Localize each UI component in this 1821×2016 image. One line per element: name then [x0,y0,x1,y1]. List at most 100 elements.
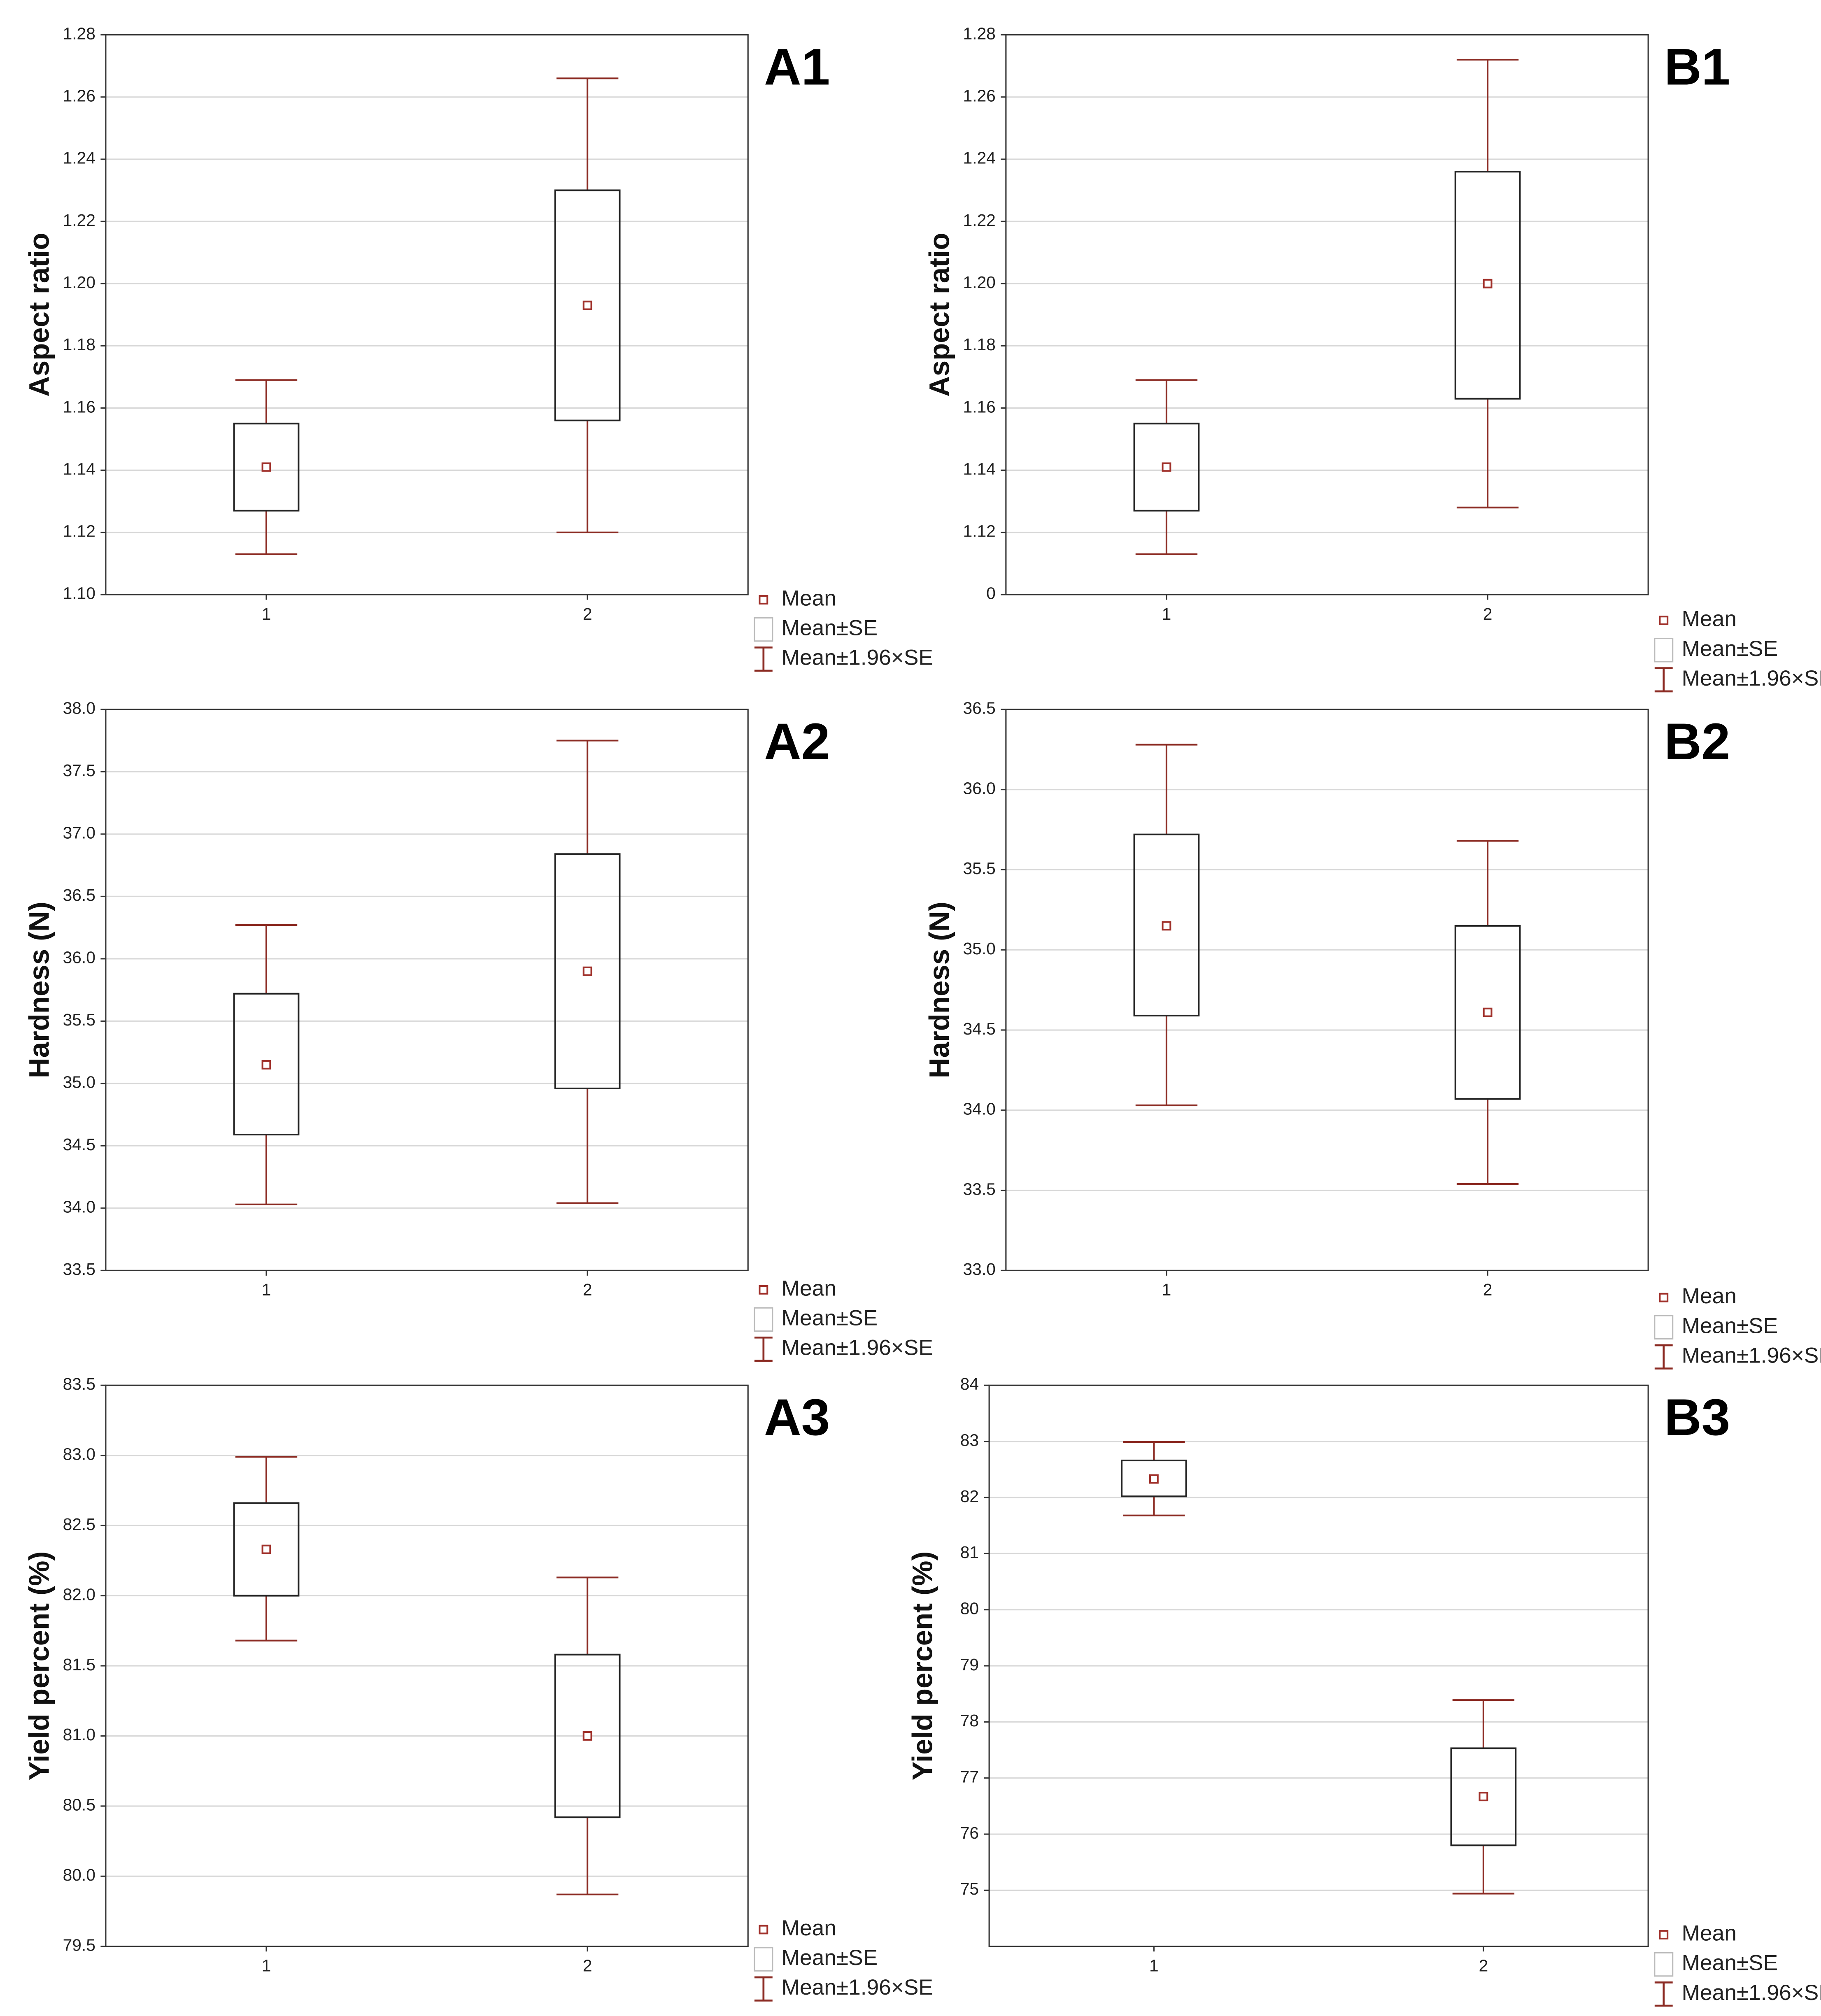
y-tick-label: 76 [960,1823,979,1842]
mean-marker [1483,1007,1493,1017]
y-tick-label: 1.14 [963,459,996,478]
y-tick-label: 1.18 [963,335,996,354]
mean-marker [261,462,271,472]
legend-label: Mean±SE [782,616,878,640]
y-tick-label: 36.5 [963,699,996,718]
x-tick-label: 1 [1149,1956,1159,1975]
x-tick-label: 1 [1162,1280,1171,1299]
x-tick-label: 2 [1483,1280,1493,1299]
y-tick-label: 1.20 [963,273,996,292]
legend-label: Mean [782,1276,836,1300]
y-tick-label: 1.10 [63,584,95,603]
panel-label: A2 [764,713,830,770]
y-tick-label: 77 [960,1767,979,1786]
mean-marker [1162,462,1171,472]
x-tick-label: 2 [583,1280,592,1299]
y-tick-label: 83.5 [63,1374,95,1393]
legend-box-symbol [754,1307,773,1332]
se-box [1133,423,1200,512]
mean-marker [1149,1474,1159,1484]
legend-label: Mean [782,1916,836,1940]
y-tick-label: 1.26 [963,86,996,105]
se-box [233,1502,300,1597]
legend-mean-symbol [1659,616,1669,625]
y-tick-label: 1.16 [963,397,996,416]
y-tick-label: 81.0 [63,1725,95,1744]
y-tick-label: 0 [986,584,996,603]
y-tick-label: 1.18 [63,335,95,354]
y-tick-label: 75 [960,1879,979,1898]
y-tick-label: 37.0 [63,823,95,842]
y-tick-label: 38.0 [63,699,95,718]
panel-label: A3 [764,1388,830,1446]
legend-label: Mean [1682,1921,1737,1946]
y-tick-label: 84 [960,1374,979,1393]
y-tick-label: 80 [960,1599,979,1618]
legend-label: Mean±1.96×SE [1682,666,1821,691]
y-tick-label: 1.22 [963,211,996,230]
y-tick-label: 1.24 [963,149,996,167]
y-tick-label: 1.16 [63,397,95,416]
y-axis-label: Aspect ratio [23,233,55,397]
x-tick-label: 2 [1479,1956,1488,1975]
legend-box-symbol [1654,1315,1674,1340]
legend-box-symbol [754,617,773,642]
y-tick-label: 82.0 [63,1585,95,1604]
x-tick-label: 1 [262,1280,271,1299]
y-tick-label: 1.14 [63,459,95,478]
mean-marker [582,966,592,976]
plot-frame [1005,709,1649,1271]
y-axis-label: Hardness (N) [923,902,955,1078]
y-tick-label: 34.0 [963,1100,996,1118]
y-tick-label: 36.5 [63,886,95,905]
y-tick-label: 37.5 [63,761,95,780]
plot-frame [1005,34,1649,595]
y-axis-label: Hardness (N) [23,902,55,1078]
mean-marker [261,1544,271,1554]
panel-label: B3 [1664,1388,1730,1446]
y-tick-label: 35.5 [63,1010,95,1029]
legend-mean-symbol [759,1285,768,1295]
legend-label: Mean±1.96×SE [782,1975,933,2000]
y-tick-label: 34.0 [63,1198,95,1216]
mean-marker [582,1731,592,1741]
legend-label: Mean±1.96×SE [782,1336,933,1360]
y-tick-label: 79 [960,1655,979,1674]
x-tick-label: 1 [262,1956,271,1975]
y-tick-label: 34.5 [63,1135,95,1154]
se-box [554,853,621,1090]
y-tick-label: 78 [960,1711,979,1730]
mean-marker [1162,921,1171,931]
x-tick-label: 2 [583,605,592,623]
legend-label: Mean±1.96×SE [1682,1981,1821,2005]
y-tick-label: 33.0 [963,1260,996,1279]
se-box [1454,171,1521,400]
se-box [1121,1459,1187,1497]
x-tick-label: 2 [583,1956,592,1975]
y-tick-label: 1.12 [63,522,95,541]
y-tick-label: 1.20 [63,273,95,292]
plot-frame [988,1384,1649,1947]
se-box [233,993,300,1136]
legend-label: Mean±SE [1682,1314,1778,1338]
y-tick-label: 36.0 [963,779,996,798]
mean-marker [582,300,592,310]
y-tick-label: 35.0 [63,1073,95,1092]
y-tick-label: 82 [960,1487,979,1506]
legend-label: Mean±SE [782,1946,878,1970]
panel-label: B1 [1664,38,1730,95]
legend-label: Mean±1.96×SE [782,646,933,670]
y-tick-label: 79.5 [63,1936,95,1955]
mean-marker [1483,279,1493,288]
y-tick-label: 1.22 [63,211,95,230]
legend-mean-symbol [1659,1293,1669,1302]
y-tick-label: 1.28 [63,24,95,43]
plot-frame [105,709,749,1271]
legend-box-symbol [1654,637,1674,663]
y-axis-label: Yield percent (%) [907,1551,938,1781]
y-tick-label: 33.5 [963,1179,996,1198]
y-axis-label: Aspect ratio [923,233,955,397]
panel-label: A1 [764,38,830,95]
y-tick-label: 1.28 [963,24,996,43]
